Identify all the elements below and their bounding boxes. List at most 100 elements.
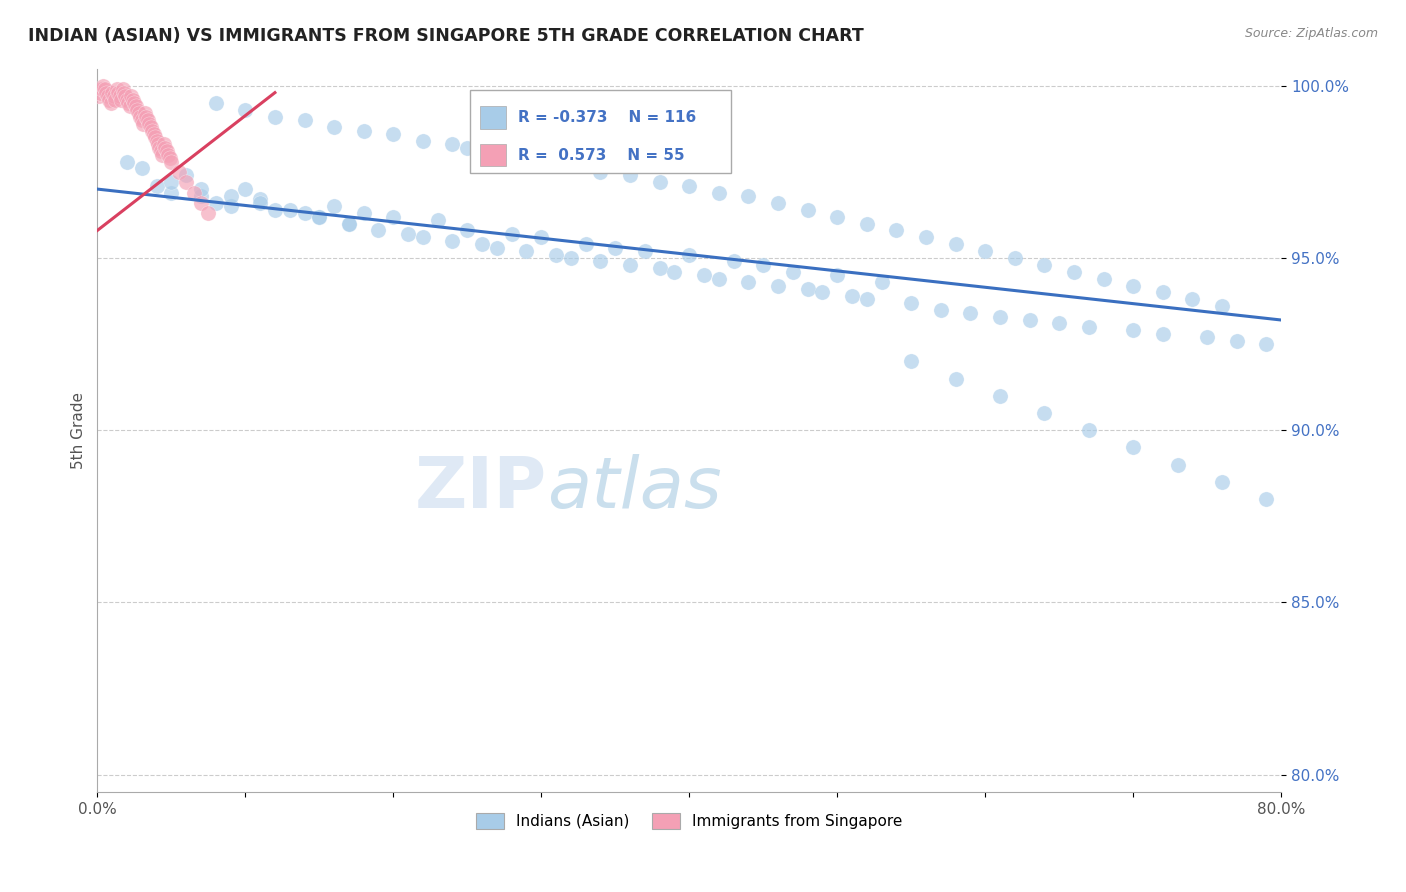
Point xyxy=(115,93,138,107)
Point xyxy=(141,123,163,137)
Point xyxy=(121,93,143,107)
Point xyxy=(1256,337,1278,351)
Point xyxy=(1004,251,1026,265)
Point xyxy=(766,278,789,293)
Point xyxy=(129,110,152,124)
Point xyxy=(134,106,156,120)
Point xyxy=(197,206,219,220)
Point xyxy=(294,113,316,128)
Point xyxy=(278,202,301,217)
Point xyxy=(190,189,212,203)
Point xyxy=(723,254,745,268)
Point xyxy=(98,93,121,107)
Legend: Indians (Asian), Immigrants from Singapore: Indians (Asian), Immigrants from Singapo… xyxy=(470,806,908,835)
Point xyxy=(693,268,716,283)
Point xyxy=(530,230,553,244)
Point xyxy=(589,165,612,179)
Point xyxy=(174,169,197,183)
Point xyxy=(323,120,346,134)
Point xyxy=(97,89,120,103)
Point xyxy=(619,169,641,183)
Point xyxy=(515,147,537,161)
Text: R =  0.573    N = 55: R = 0.573 N = 55 xyxy=(517,147,685,162)
Point xyxy=(139,120,162,134)
Point xyxy=(1077,319,1099,334)
Point xyxy=(382,210,405,224)
Point xyxy=(737,189,759,203)
Point xyxy=(132,117,155,131)
Point xyxy=(811,285,834,300)
Point xyxy=(515,244,537,259)
Point xyxy=(1211,299,1233,313)
Point xyxy=(1063,265,1085,279)
Point xyxy=(118,99,141,113)
Point xyxy=(249,193,271,207)
FancyBboxPatch shape xyxy=(470,90,731,173)
Point xyxy=(1181,293,1204,307)
Point xyxy=(128,106,150,120)
Point xyxy=(149,145,172,159)
Point xyxy=(737,275,759,289)
Text: ZIP: ZIP xyxy=(415,454,547,523)
Point xyxy=(678,178,700,193)
Point xyxy=(1122,323,1144,337)
Point xyxy=(135,110,157,124)
Point xyxy=(160,154,183,169)
Point xyxy=(100,95,122,110)
Point xyxy=(104,93,127,107)
Text: R = -0.373    N = 116: R = -0.373 N = 116 xyxy=(517,110,696,125)
Point xyxy=(707,186,730,200)
Y-axis label: 5th Grade: 5th Grade xyxy=(72,392,86,468)
FancyBboxPatch shape xyxy=(479,144,506,166)
Point xyxy=(105,82,128,96)
Point xyxy=(396,227,419,241)
Point xyxy=(157,147,180,161)
Point xyxy=(367,223,389,237)
Point xyxy=(308,210,330,224)
Point xyxy=(174,175,197,189)
Point xyxy=(426,213,449,227)
Point xyxy=(1033,406,1056,420)
Text: Source: ZipAtlas.com: Source: ZipAtlas.com xyxy=(1244,27,1378,40)
Point xyxy=(117,95,139,110)
Point xyxy=(485,241,508,255)
Point xyxy=(634,244,657,259)
Point xyxy=(110,93,132,107)
Point xyxy=(103,89,125,103)
Point xyxy=(145,178,167,193)
Point xyxy=(90,82,112,96)
Point xyxy=(471,237,494,252)
Point xyxy=(382,127,405,141)
Point xyxy=(855,217,877,231)
Point xyxy=(111,82,134,96)
Point xyxy=(138,117,160,131)
Point xyxy=(308,210,330,224)
Point xyxy=(323,199,346,213)
Point xyxy=(145,134,167,148)
Point xyxy=(886,223,908,237)
Point xyxy=(337,217,360,231)
Point xyxy=(153,137,176,152)
Point xyxy=(167,165,190,179)
Point xyxy=(1211,475,1233,489)
Point xyxy=(870,275,893,289)
Point xyxy=(264,202,287,217)
Point xyxy=(605,241,627,255)
Point xyxy=(959,306,981,320)
Point xyxy=(101,86,124,100)
Point xyxy=(589,254,612,268)
Point xyxy=(1122,278,1144,293)
Point xyxy=(337,217,360,231)
Point xyxy=(575,237,598,252)
Point xyxy=(233,182,256,196)
Point xyxy=(456,223,478,237)
Point xyxy=(825,268,848,283)
Point xyxy=(664,265,686,279)
Point xyxy=(120,89,142,103)
Point xyxy=(89,86,111,100)
FancyBboxPatch shape xyxy=(479,106,506,128)
Point xyxy=(219,189,242,203)
Point xyxy=(219,199,242,213)
Point xyxy=(782,265,804,279)
Point xyxy=(183,186,205,200)
